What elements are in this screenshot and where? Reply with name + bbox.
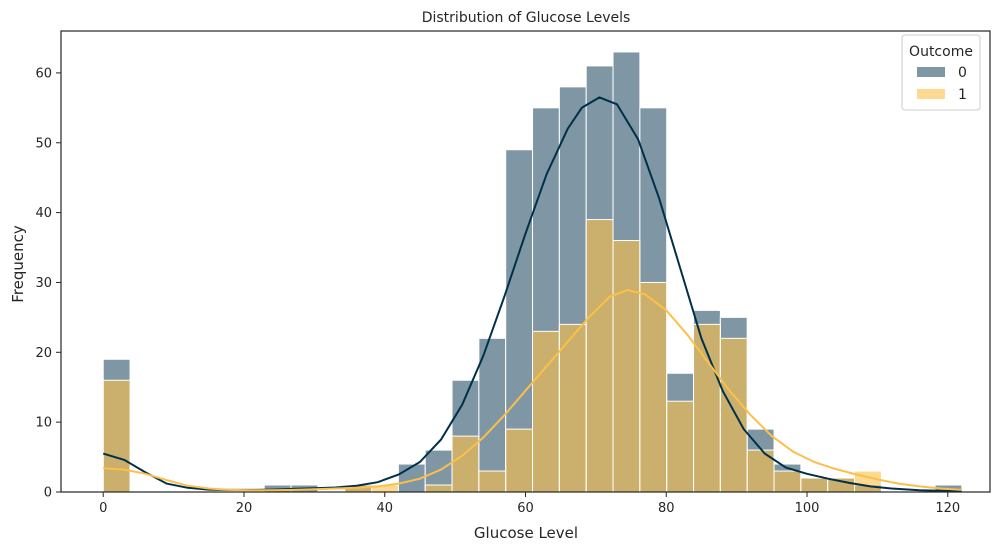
x-tick-label: 120 [935,501,960,516]
kde-curves [102,96,962,493]
y-axis-label: Frequency [9,225,27,303]
histogram-bar-outcome-1 [424,484,453,493]
x-tick-label: 60 [517,501,534,516]
histogram-bar-outcome-1 [505,428,534,493]
x-tick-label: 0 [99,501,107,516]
y-tick-label: 30 [35,276,52,291]
histogram-bar-outcome-1 [478,470,507,493]
legend-swatch-1 [917,89,945,99]
kde-curve-outcome-1 [103,289,962,492]
y-tick-label: 20 [35,346,52,361]
x-tick-label: 100 [795,501,820,516]
legend-title: Outcome [909,44,973,60]
y-tick-label: 10 [35,416,52,431]
y-tick-label: 40 [35,206,52,221]
x-tick-label: 40 [376,501,393,516]
histogram-bar-outcome-0 [478,337,507,493]
bars-outcome-1 [102,219,882,493]
histogram-bar-outcome-1 [612,240,641,493]
x-tick-label: 20 [236,501,253,516]
histogram-bar-outcome-1 [773,470,802,493]
y-tick-label: 60 [35,66,52,81]
histogram-bar-outcome-1 [585,219,614,493]
y-axis: 0 10 20 30 40 50 60 [35,66,61,501]
y-tick-label: 0 [44,486,52,501]
histogram-bar-outcome-1 [639,281,668,493]
y-tick-label: 50 [35,136,52,151]
histogram-bar-outcome-1 [666,400,695,493]
legend-label-0: 0 [958,65,967,81]
legend-label-1: 1 [958,87,967,103]
histogram-bar-outcome-1 [558,323,587,493]
legend: Outcome 0 1 [901,34,981,111]
legend-swatch-0 [917,67,945,77]
chart-title: Distribution of Glucose Levels [422,10,631,26]
plot-area [102,51,963,493]
x-axis: 0 20 40 60 80 100 120 [99,492,960,516]
histogram-bar-outcome-1 [800,477,829,493]
histogram-bar-outcome-1 [102,379,131,493]
histogram-bar-outcome-1 [719,337,748,493]
x-axis-label: Glucose Level [474,524,578,542]
x-tick-label: 80 [658,501,675,516]
